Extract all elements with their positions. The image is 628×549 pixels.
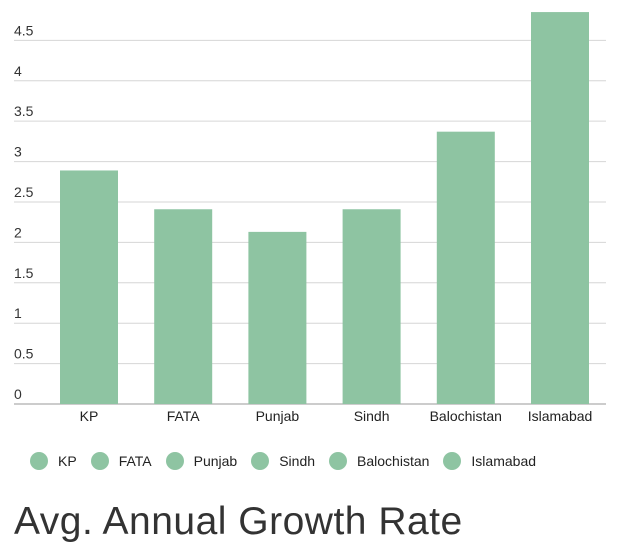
legend-label: FATA: [118, 453, 152, 469]
bar-fata: [154, 209, 213, 404]
x-tick-label: Punjab: [256, 408, 300, 424]
legend-swatch: [443, 452, 462, 470]
x-axis-labels: KP FATA Punjab Sindh Balochistan Islamabad: [80, 408, 593, 424]
bar-kp: [60, 170, 118, 404]
x-tick-label: KP: [80, 408, 99, 424]
legend-swatch: [251, 452, 270, 470]
y-tick-label: 0.5: [14, 346, 34, 362]
x-tick-label: Sindh: [354, 408, 390, 424]
y-tick-label: 3.5: [14, 103, 34, 119]
legend-label: Islamabad: [471, 453, 537, 469]
legend-label: Balochistan: [357, 453, 430, 469]
x-tick-label: Islamabad: [528, 408, 593, 424]
legend-item: KP: [30, 452, 77, 470]
y-tick-label: 2.5: [14, 184, 34, 200]
x-tick-label: Balochistan: [430, 408, 502, 424]
bar-sindh: [342, 209, 401, 404]
legend-swatch: [329, 452, 348, 470]
legend-label: Punjab: [193, 453, 238, 469]
bar-balochistan: [436, 131, 495, 405]
bar-chart: 0 0.5 1 1.5 2 2.5 3 3.5 4 4.5 KP FATA Punjab Sindh Ba…: [14, 12, 606, 424]
y-axis-ticks: 0 0.5 1 1.5 2 2.5 3 3.5 4 4.5: [14, 22, 34, 402]
legend-item: Islamabad: [443, 452, 536, 470]
y-tick-label: 4.5: [14, 22, 34, 38]
x-tick-label: FATA: [167, 408, 201, 424]
bar-islamabad: [531, 12, 589, 404]
y-tick-label: 1: [14, 305, 22, 321]
legend-swatch: [30, 452, 48, 470]
bar-punjab: [248, 231, 307, 404]
legend: KP FATA Punjab Sindh Balochistan Islamabad: [30, 452, 550, 470]
legend-item: FATA: [90, 452, 152, 470]
y-tick-label: 1.5: [14, 265, 34, 281]
y-tick-label: 0: [14, 386, 22, 402]
bars: [60, 12, 589, 405]
legend-item: Balochistan: [329, 452, 429, 470]
legend-swatch: [165, 452, 184, 470]
chart-title: Avg. Annual Growth Rate: [14, 500, 463, 543]
legend-item: Sindh: [251, 452, 315, 470]
legend-swatch: [90, 452, 109, 470]
legend-item: Punjab: [165, 452, 238, 470]
y-tick-label: 3: [14, 144, 22, 160]
y-tick-label: 4: [14, 63, 22, 79]
legend-label: Sindh: [279, 453, 316, 469]
legend-label: KP: [58, 453, 77, 469]
y-tick-label: 2: [14, 224, 22, 240]
